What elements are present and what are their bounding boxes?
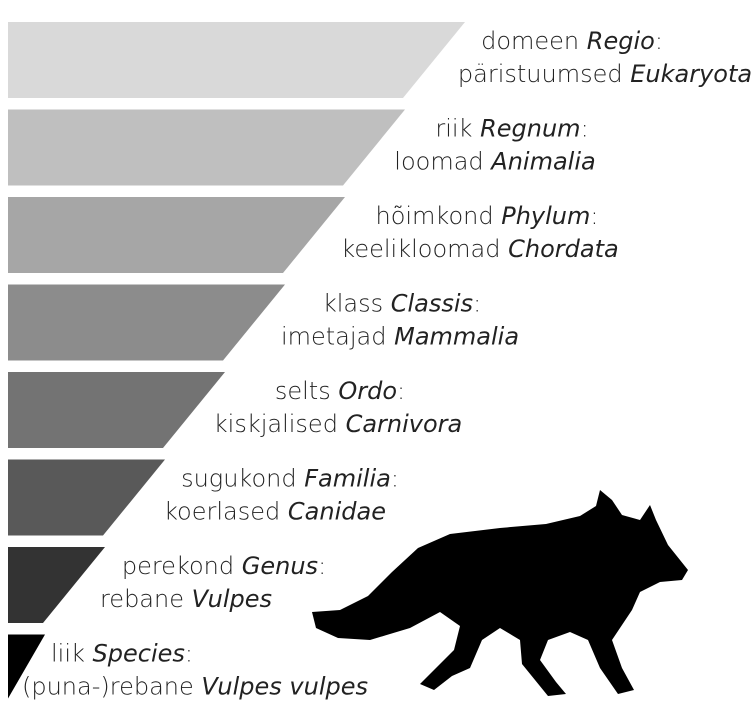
taxon-band <box>8 547 105 623</box>
taxon-name: loomad <box>394 148 483 176</box>
taxon-label: rebane Vulpes <box>100 585 272 613</box>
taxon-name: rebane <box>100 585 184 613</box>
rank-label: riik Regnum: <box>435 115 588 143</box>
rank: hõimkond <box>375 202 493 230</box>
rank: liik <box>51 640 85 668</box>
rank-latin: Species <box>93 640 185 668</box>
rank: domeen <box>481 27 579 55</box>
punct: : <box>655 27 663 55</box>
taxon-name: kiskjalised <box>214 410 338 438</box>
taxon-latin: Carnivora <box>346 410 463 438</box>
taxon-latin: Animalia <box>489 148 595 176</box>
rank-latin: Ordo <box>338 377 397 405</box>
rank-latin: Regio <box>587 27 655 55</box>
taxon-label: kiskjalised Carnivora <box>214 410 463 438</box>
taxon-band <box>8 197 345 273</box>
taxon-band <box>8 634 45 699</box>
rank: perekond <box>122 552 234 580</box>
taxon-name: koerlased <box>164 498 280 526</box>
taxon-name: keelikloomad <box>341 235 500 263</box>
rank-latin: Regnum <box>480 115 580 143</box>
rank-latin: Genus <box>242 552 318 580</box>
taxon-latin: Canidae <box>288 498 386 526</box>
punct: : <box>318 552 326 580</box>
taxon-band <box>8 459 165 536</box>
rank-label: hõimkond Phylum: <box>375 202 598 230</box>
taxon-band <box>8 109 405 186</box>
rank: klass <box>323 290 383 318</box>
taxon-latin: Chordata <box>508 235 619 263</box>
punct: : <box>391 465 399 493</box>
taxon-band <box>8 22 465 98</box>
taxon-latin: Mammalia <box>394 323 519 351</box>
rank-label: domeen Regio: <box>481 27 663 55</box>
taxon-label: (puna-)rebane Vulpes vulpes <box>22 673 368 701</box>
taxon-label: loomad Animalia <box>394 148 595 176</box>
rank: selts <box>275 377 331 405</box>
punct: : <box>397 377 405 405</box>
taxon-name: imetajad <box>281 323 387 351</box>
taxon-band <box>8 284 285 361</box>
taxon-name: päristuumsed <box>458 60 623 88</box>
punct: : <box>590 202 598 230</box>
taxon-name: (puna-)rebane <box>22 673 194 701</box>
fox-silhouette <box>312 490 688 696</box>
taxon-band <box>8 372 225 448</box>
punct: : <box>473 290 481 318</box>
taxon-label: imetajad Mammalia <box>281 323 519 351</box>
rank-label: klass Classis: <box>323 290 481 318</box>
rank-latin: Classis <box>391 290 473 318</box>
punct: : <box>581 115 589 143</box>
rank: riik <box>435 115 472 143</box>
punct: : <box>185 640 193 668</box>
taxon-label: koerlased Canidae <box>164 498 386 526</box>
rank-label: perekond Genus: <box>122 552 326 580</box>
taxon-latin: Vulpes <box>192 585 272 613</box>
taxon-label: päristuumsed Eukaryota <box>458 60 752 88</box>
rank-label: sugukond Familia: <box>181 465 399 493</box>
rank-label: selts Ordo: <box>275 377 405 405</box>
rank-latin: Familia <box>304 465 391 493</box>
taxon-latin: Eukaryota <box>630 60 752 88</box>
taxon-label: keelikloomad Chordata <box>341 235 618 263</box>
taxon-latin: Vulpes vulpes <box>201 673 368 701</box>
rank: sugukond <box>181 465 297 493</box>
rank-latin: Phylum <box>501 202 590 230</box>
rank-label: liik Species: <box>51 640 193 668</box>
